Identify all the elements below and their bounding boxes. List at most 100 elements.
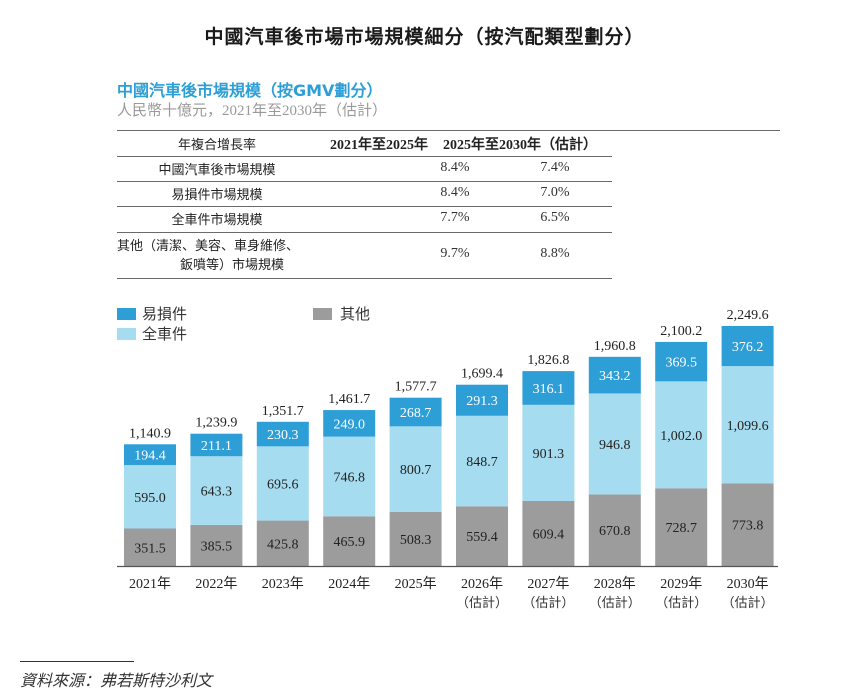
bar-segment-others — [655, 488, 708, 566]
legend-swatch-full-vehicle-parts — [117, 328, 136, 340]
data-label-others: 425.8 — [267, 537, 299, 552]
x-tick-label: 2030年 — [727, 576, 769, 592]
x-tick-label: 2023年 — [262, 576, 304, 592]
x-tick-label: 2022年 — [195, 576, 237, 592]
data-label-others: 728.7 — [665, 521, 697, 536]
row-value-2021-2025: 8.4% — [440, 160, 470, 175]
bar-segment-full_vehicle_parts — [389, 426, 442, 512]
bar-segment-full_vehicle_parts — [124, 465, 176, 529]
data-label-full_vehicle_parts: 848.7 — [466, 455, 498, 470]
bar-segment-others — [323, 516, 376, 566]
data-label-wear_parts: 291.3 — [466, 394, 498, 409]
bar-segment-wear_parts — [124, 444, 176, 466]
row-value-2025-2030: 6.5% — [540, 210, 570, 225]
data-label-wear_parts: 369.5 — [665, 356, 697, 371]
table-header-2025-2030: 2025年至2030年（估計） — [443, 138, 597, 153]
x-tick-label: 2027年 — [527, 576, 569, 592]
labels-layer: 351.5 595.0 194.4 1,140.9 2021年 385.5 643.3 211… — [129, 308, 774, 611]
data-label-others: 385.5 — [201, 539, 233, 554]
bar-segment-wear_parts — [389, 397, 442, 427]
data-label-full_vehicle_parts: 946.8 — [599, 438, 631, 453]
row-value-2025-2030: 8.8% — [540, 246, 570, 261]
data-label-wear_parts: 376.2 — [732, 340, 764, 355]
data-label-full_vehicle_parts: 643.3 — [201, 485, 233, 500]
data-label-wear_parts: 343.2 — [599, 369, 631, 384]
data-label-total: 1,577.7 — [395, 380, 437, 395]
x-tick-label: 2028年 — [594, 576, 636, 592]
x-tick-label: 2026年 — [461, 576, 503, 592]
bar-segment-full_vehicle_parts — [655, 381, 708, 489]
chart-subtitle: 中國汽車後市場規模（按GMV劃分） — [117, 81, 383, 100]
bar-segment-wear_parts — [190, 433, 243, 457]
bar-segment-wear_parts — [522, 371, 575, 405]
bar-segment-others — [124, 528, 176, 566]
row-label: 全車件市場規模 — [171, 213, 263, 228]
row-value-2021-2025: 8.4% — [440, 185, 470, 200]
data-label-total: 1,699.4 — [461, 367, 503, 382]
bar-segment-others — [588, 494, 641, 566]
x-tick-note: （估計） — [456, 595, 508, 611]
data-label-full_vehicle_parts: 1,099.6 — [727, 419, 769, 434]
table-rule — [117, 206, 612, 207]
data-label-wear_parts: 230.3 — [267, 428, 299, 443]
bar-segment-others — [389, 511, 442, 566]
bar-segment-others — [256, 520, 309, 566]
data-label-full_vehicle_parts: 595.0 — [134, 491, 166, 506]
data-label-full_vehicle_parts: 901.3 — [533, 447, 565, 462]
footer-rule — [20, 661, 134, 662]
data-label-total: 1,351.7 — [262, 404, 304, 419]
table-rule — [117, 181, 612, 182]
data-label-others: 609.4 — [533, 527, 565, 542]
bar-segment-others — [190, 524, 243, 566]
table-header-2021-2025: 2021年至2025年 — [330, 138, 428, 153]
bar-segment-wear_parts — [256, 421, 309, 447]
legend-label: 其他 — [340, 307, 371, 323]
row-label: 中國汽車後市場規模 — [158, 163, 276, 178]
x-tick-note: （估計） — [655, 595, 707, 611]
legend-swatch-others — [313, 308, 332, 320]
page-title: 中國汽車後市場市場規模細分（按汽配類型劃分） — [204, 26, 645, 48]
bar-segment-wear_parts — [721, 326, 774, 367]
source-note: 資料來源：弗若斯特沙利文 — [20, 673, 213, 690]
x-tick-note: （估計） — [522, 595, 574, 611]
row-label: 易損件市場規模 — [171, 188, 263, 203]
bar-segment-wear_parts — [655, 341, 708, 382]
bar-segment-full_vehicle_parts — [588, 393, 641, 495]
x-tick-note: （估計） — [589, 595, 641, 611]
x-tick-label: 2025年 — [395, 576, 437, 592]
bars-layer — [124, 326, 774, 566]
data-label-total: 1,461.7 — [328, 392, 370, 407]
bar-segment-full_vehicle_parts — [522, 404, 575, 501]
bar-segment-others — [522, 500, 575, 566]
bar-segment-others — [721, 483, 774, 566]
bar-segment-full_vehicle_parts — [456, 415, 508, 507]
legend-swatch-wear-parts — [117, 308, 136, 320]
row-label-line2: 鈑噴等）市場規模 — [179, 258, 284, 273]
data-label-total: 1,960.8 — [594, 339, 636, 354]
row-label: 其他（清潔、美容、車身維修、 — [117, 239, 300, 254]
legend-label: 全車件 — [142, 327, 188, 343]
table-rule — [117, 232, 612, 233]
row-value-2021-2025: 9.7% — [440, 246, 470, 261]
table-rule — [117, 156, 612, 157]
data-label-wear_parts: 194.4 — [134, 449, 166, 464]
data-label-wear_parts: 249.0 — [333, 417, 365, 432]
unit-note: 人民幣十億元，2021年至2030年（估計） — [117, 103, 388, 119]
data-label-full_vehicle_parts: 1,002.0 — [660, 429, 702, 444]
bar-segment-full_vehicle_parts — [190, 456, 243, 525]
data-label-others: 351.5 — [134, 541, 166, 556]
data-label-total: 2,249.6 — [727, 308, 769, 323]
x-tick-label: 2024年 — [328, 576, 370, 592]
data-label-others: 670.8 — [599, 524, 631, 539]
bar-segment-wear_parts — [456, 384, 508, 416]
legend-label: 易損件 — [142, 307, 188, 323]
data-label-wear_parts: 316.1 — [533, 382, 565, 397]
data-label-full_vehicle_parts: 695.6 — [267, 477, 299, 492]
bar-segment-wear_parts — [323, 410, 376, 437]
x-tick-label: 2021年 — [129, 576, 171, 592]
x-tick-note: （估計） — [722, 595, 774, 611]
table-rule — [117, 278, 612, 279]
data-label-full_vehicle_parts: 800.7 — [400, 463, 432, 478]
table-top-rule — [117, 130, 780, 131]
